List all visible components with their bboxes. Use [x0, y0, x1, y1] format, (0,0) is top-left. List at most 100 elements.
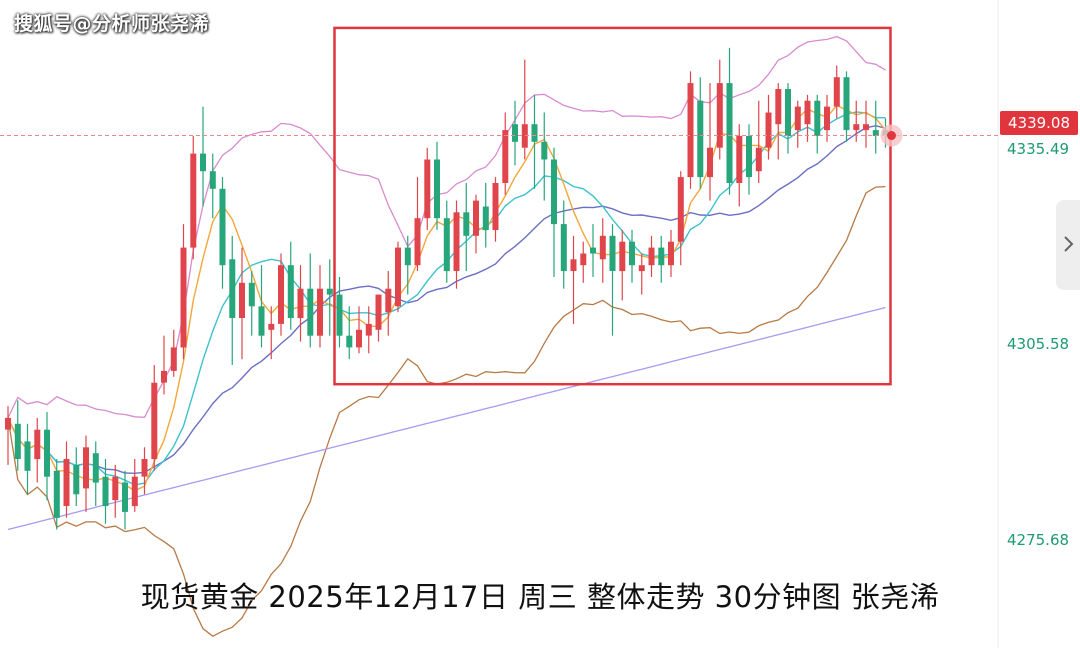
candle-body: [326, 288, 333, 295]
highlight-box: [333, 26, 892, 386]
candle: [92, 441, 99, 507]
candle-body: [599, 235, 606, 260]
candle-body: [502, 130, 509, 183]
candle-body: [863, 124, 869, 131]
candle-body: [112, 476, 119, 501]
candle-body: [307, 288, 314, 336]
candle: [580, 241, 587, 283]
candle: [677, 171, 684, 266]
candle-body: [278, 265, 284, 324]
candle: [151, 365, 158, 471]
candle-body: [248, 282, 255, 307]
side-panel-toggle[interactable]: [1056, 200, 1080, 290]
candle: [336, 276, 343, 348]
candle: [278, 253, 284, 336]
candle-body: [258, 306, 265, 336]
candle: [83, 435, 89, 512]
candle: [356, 306, 362, 354]
candle: [307, 253, 314, 348]
candle-body: [648, 247, 655, 266]
candle: [687, 71, 694, 189]
current-price-dot: [887, 131, 896, 141]
candle-body: [424, 159, 431, 219]
candle-body: [287, 265, 294, 319]
candle: [122, 470, 128, 530]
candle-body: [590, 247, 596, 254]
candle: [248, 271, 255, 336]
candle-body: [463, 212, 470, 236]
candle: [570, 235, 577, 324]
candle-body: [551, 159, 557, 225]
candle-body: [414, 218, 421, 266]
candle: [317, 265, 323, 348]
candle-body: [755, 147, 762, 172]
candle-body: [482, 206, 489, 230]
ma20-line: [7, 124, 886, 475]
candle: [560, 200, 567, 289]
candle: [833, 65, 840, 119]
candle-body: [843, 77, 850, 131]
candle: [102, 459, 109, 524]
candle-body: [580, 253, 587, 266]
bollinger-lower-line: [7, 185, 886, 637]
candle: [239, 247, 245, 360]
candle-body: [833, 77, 840, 107]
price-axis-label: 4335.49: [1007, 140, 1070, 158]
candle-body: [677, 177, 684, 242]
candle: [63, 441, 70, 518]
candle-body: [102, 476, 109, 507]
long-moving-average-line: [7, 306, 886, 531]
candle: [785, 83, 791, 154]
candle: [258, 265, 265, 348]
candle: [726, 47, 733, 195]
candle: [473, 194, 479, 254]
candle-body: [24, 441, 31, 471]
candle: [531, 94, 538, 189]
candle-body: [716, 83, 723, 148]
candle: [463, 182, 470, 272]
candle-body: [161, 370, 167, 383]
candle: [424, 147, 431, 230]
candle: [638, 253, 645, 295]
candle: [346, 306, 353, 360]
candle-body: [268, 323, 275, 330]
candle: [775, 83, 782, 160]
candle: [755, 100, 762, 183]
candle-body: [804, 100, 811, 125]
candle: [395, 241, 401, 313]
candle-body: [346, 335, 353, 348]
candle: [746, 124, 752, 195]
candle: [521, 59, 528, 160]
candle-body: [219, 188, 226, 266]
candle: [599, 218, 606, 283]
candle-body: [512, 124, 518, 142]
candle-body: [785, 89, 791, 136]
candle-body: [775, 89, 782, 125]
candle: [765, 94, 772, 160]
candle: [658, 235, 665, 283]
candle-body: [297, 288, 304, 319]
candle: [297, 265, 304, 342]
candle-body: [190, 153, 197, 248]
candle: [73, 447, 80, 507]
candle-body: [492, 183, 499, 230]
candle: [648, 235, 655, 277]
candle: [853, 100, 860, 142]
candle-body: [434, 159, 440, 219]
candle: [814, 94, 821, 154]
candle: [843, 71, 850, 142]
candle-body: [570, 259, 577, 271]
candle: [804, 94, 811, 142]
candle-body: [736, 136, 743, 183]
candle: [141, 447, 148, 495]
candle: [131, 459, 138, 512]
candle-body: [560, 224, 567, 272]
candle: [112, 464, 119, 518]
candle-body: [83, 447, 89, 489]
candle-body: [209, 171, 216, 189]
chart-caption: 现货黄金 2025年12月17日 周三 整体走势 30分钟图 张尧浠: [140, 580, 940, 614]
candle: [5, 406, 11, 465]
candle: [512, 100, 518, 166]
candle: [697, 77, 704, 189]
